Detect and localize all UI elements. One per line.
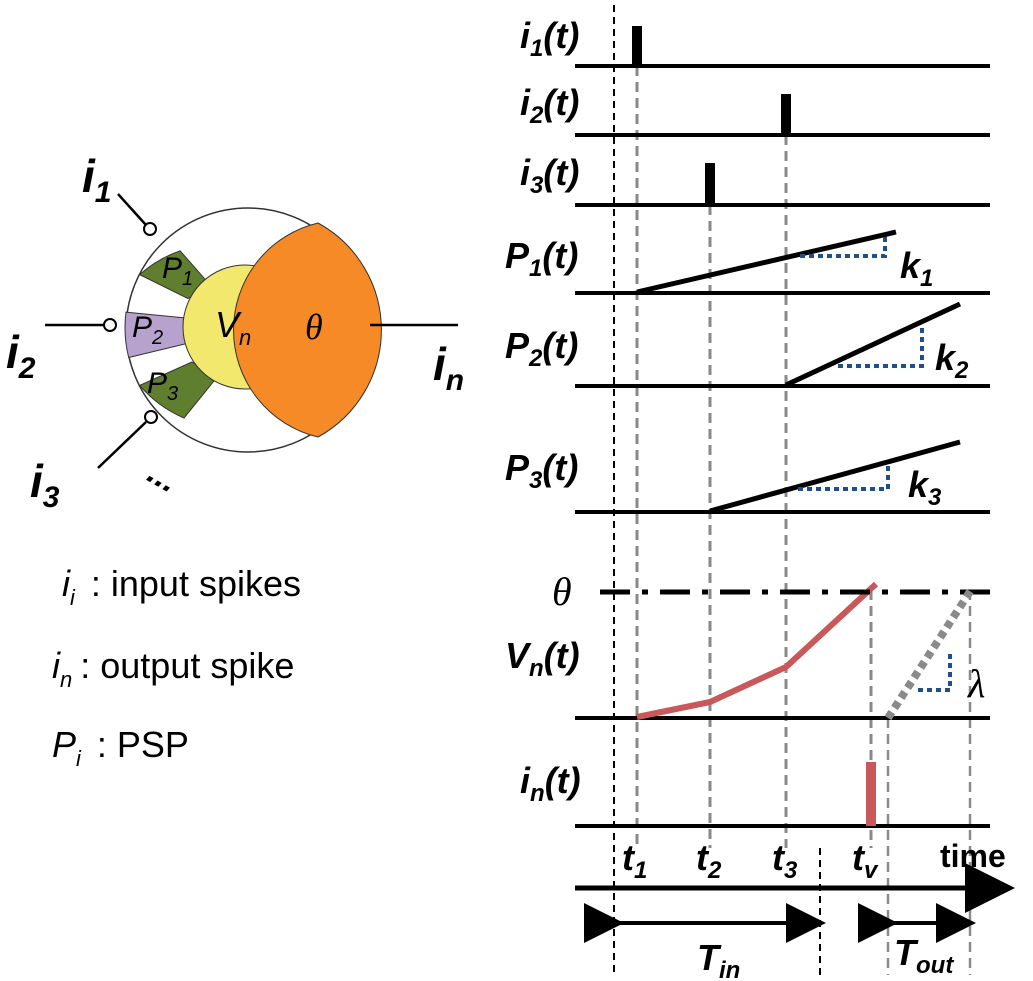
input-line-i3	[97, 421, 147, 469]
legend: ii: input spikes in: output spike Pi: PS…	[52, 563, 301, 771]
spike-i2	[781, 94, 791, 135]
slope-triangle-k1	[800, 237, 887, 258]
row-label-in: in(t)	[520, 760, 581, 807]
tick-label-t2: t2	[696, 837, 722, 884]
psp-ramp-p1	[636, 229, 897, 295]
tick-label-t1: t1	[622, 837, 647, 884]
slope-label-k3: k3	[908, 464, 942, 511]
time-guides	[635, 66, 972, 975]
theta-label: θ	[552, 569, 572, 614]
timing-diagram: i1(t) i2(t) i3(t) P1(t) P2(t) P3(t) Vn(t…	[505, 5, 1015, 981]
synapse-wedge-p2	[124, 311, 188, 359]
slope-label-k1: k1	[900, 245, 933, 292]
row-label-i3: i3(t)	[520, 152, 579, 199]
row-label-i2: i2(t)	[520, 82, 579, 129]
psp-ramp-p2	[784, 301, 962, 388]
input-label-i3: i3	[30, 455, 60, 514]
soma-label: Vn	[215, 304, 251, 350]
spike-i1	[632, 26, 642, 66]
output-label: in	[433, 338, 464, 397]
row-label-p3: P3(t)	[505, 447, 578, 494]
vn-trace	[636, 581, 879, 720]
legend-item-psp: Pi: PSP	[52, 724, 189, 771]
lambda-decay-line	[884, 587, 975, 721]
input-line-i1	[117, 193, 147, 226]
interval-label-tout: Tout	[894, 932, 954, 979]
input-label-i1: i1	[82, 150, 111, 209]
threshold-lens	[233, 222, 382, 438]
synapse-label-p1: P1	[162, 252, 193, 290]
synapse-wedge-p1	[138, 250, 215, 300]
row-label-p1: P1(t)	[505, 235, 578, 282]
synapse-label-p3: P3	[147, 367, 178, 405]
row-label-i1: i1(t)	[520, 15, 579, 62]
psp-ramp-p3	[709, 439, 961, 514]
neuron-model: i1 i2 i3 ... P1 P2 P3 Vn θ in	[6, 150, 464, 514]
input-terminal-i2	[103, 318, 117, 332]
interval-label-tin: Tin	[697, 937, 740, 981]
synapse-label-p2: P2	[132, 311, 163, 349]
slope-label-k2: k2	[935, 337, 969, 384]
spike-output	[866, 762, 876, 826]
row-label-p2: P2(t)	[505, 325, 578, 372]
spike-i3	[705, 163, 715, 205]
tick-label-tv: tv	[852, 837, 879, 884]
time-axis-label: time	[940, 838, 1006, 874]
tick-label-t3: t3	[772, 837, 798, 884]
input-terminal-i3	[144, 410, 158, 424]
slope-triangles	[798, 237, 952, 692]
input-label-i2: i2	[6, 326, 36, 385]
synapse-wedge-p3	[138, 361, 219, 419]
lambda-label: λ	[967, 661, 985, 706]
legend-item-output-spike: in: output spike	[52, 645, 294, 692]
slope-triangle-lambda	[918, 650, 952, 692]
row-label-vn: Vn(t)	[505, 635, 580, 682]
slope-triangle-k3	[798, 465, 890, 491]
slope-triangle-k2	[838, 326, 924, 368]
input-ellipsis: ...	[141, 453, 185, 500]
input-terminal-i1	[143, 222, 157, 236]
legend-item-input-spikes: ii: input spikes	[62, 563, 301, 610]
threshold-label: θ	[305, 307, 323, 347]
